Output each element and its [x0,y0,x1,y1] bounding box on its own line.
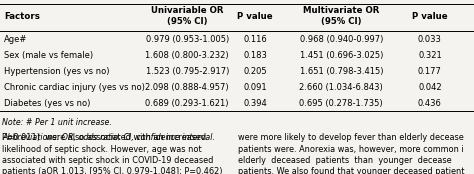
Text: 0.436: 0.436 [418,99,442,108]
Text: Abbreviations: OR, odds ratio; CI, confidence interval.: Abbreviations: OR, odds ratio; CI, confi… [2,133,215,142]
Text: 0.116: 0.116 [243,35,267,44]
Text: 1.608 (0.800-3.232): 1.608 (0.800-3.232) [146,51,229,60]
Text: 2.098 (0.888-4.957): 2.098 (0.888-4.957) [146,83,229,92]
Text: 0.968 (0.940-0.997): 0.968 (0.940-0.997) [300,35,383,44]
Text: 0.321: 0.321 [418,51,442,60]
Text: 0.033: 0.033 [418,35,442,44]
Text: 0.042: 0.042 [418,83,442,92]
Text: Sex (male vs female): Sex (male vs female) [4,51,93,60]
Text: Univariable OR
(95% CI): Univariable OR (95% CI) [151,6,223,26]
Text: 1.451 (0.696-3.025): 1.451 (0.696-3.025) [300,51,383,60]
Text: 1.651 (0.798-3.415): 1.651 (0.798-3.415) [300,67,383,76]
Text: P value: P value [412,12,448,21]
Text: Chronic cardiac injury (yes vs no): Chronic cardiac injury (yes vs no) [4,83,145,92]
Text: 2.660 (1.034-6.843): 2.660 (1.034-6.843) [300,83,383,92]
Text: were more likely to develop fever than elderly decease
patients were. Anorexia w: were more likely to develop fever than e… [238,133,465,174]
Text: P value: P value [237,12,273,21]
Text: 0.695 (0.278-1.735): 0.695 (0.278-1.735) [300,99,383,108]
Text: 1.523 (0.795-2.917): 1.523 (0.795-2.917) [146,67,229,76]
Text: 0.689 (0.293-1.621): 0.689 (0.293-1.621) [146,99,229,108]
Text: Diabetes (yes vs no): Diabetes (yes vs no) [4,99,90,108]
Text: 0.205: 0.205 [243,67,267,76]
Text: 0.183: 0.183 [243,51,267,60]
Text: P=0.011)  were also associated with an increased
likelihood of septic shock. How: P=0.011) were also associated with an in… [2,133,223,174]
Text: Factors: Factors [4,12,40,21]
Text: Multivariate OR
(95% CI): Multivariate OR (95% CI) [303,6,380,26]
Text: Note: # Per 1 unit increase.: Note: # Per 1 unit increase. [2,118,112,127]
Text: Hypertension (yes vs no): Hypertension (yes vs no) [4,67,109,76]
Text: 0.979 (0.953-1.005): 0.979 (0.953-1.005) [146,35,229,44]
Text: 0.177: 0.177 [418,67,442,76]
Text: 0.091: 0.091 [243,83,267,92]
Text: 0.394: 0.394 [243,99,267,108]
Text: Age#: Age# [4,35,27,44]
